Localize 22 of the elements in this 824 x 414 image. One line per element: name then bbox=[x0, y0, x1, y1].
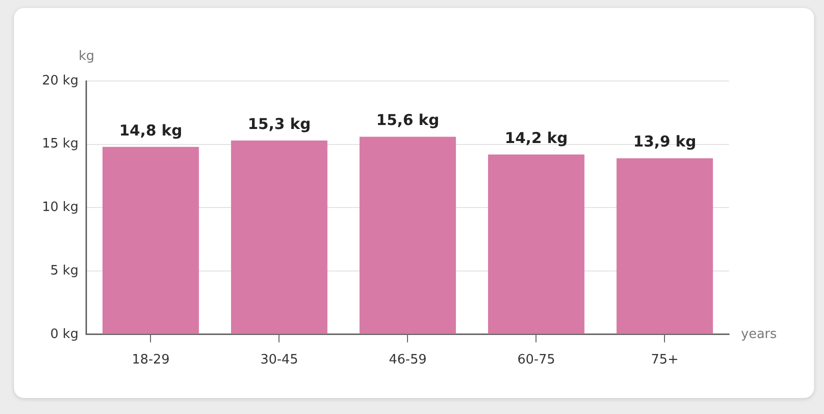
data-label: 14,2 kg bbox=[504, 128, 568, 147]
data-label: 14,8 kg bbox=[119, 121, 182, 140]
x-tick-label: 30-45 bbox=[260, 352, 298, 368]
data-label: 13,9 kg bbox=[633, 132, 696, 151]
x-tick-label: 75+ bbox=[651, 352, 678, 368]
y-tick-label: 20 kg bbox=[42, 73, 78, 88]
x-tick-label: 60-75 bbox=[517, 352, 556, 368]
bar bbox=[360, 136, 456, 334]
x-tick-label: 46-59 bbox=[388, 352, 427, 368]
y-tick-label: 0 kg bbox=[50, 326, 78, 342]
bar bbox=[488, 154, 584, 334]
data-label: 15,3 kg bbox=[248, 114, 311, 133]
data-label: 15,6 kg bbox=[376, 111, 440, 130]
y-tick-label: 5 kg bbox=[50, 263, 78, 278]
bar bbox=[102, 146, 199, 334]
y-tick-label: 10 kg bbox=[42, 200, 78, 216]
bar bbox=[231, 140, 328, 334]
x-axis-title: years bbox=[741, 326, 777, 342]
bar bbox=[616, 158, 713, 334]
y-tick-label: 15 kg bbox=[42, 136, 78, 152]
x-tick-label: 18-29 bbox=[132, 352, 170, 368]
y-axis-title: kg bbox=[78, 48, 94, 64]
